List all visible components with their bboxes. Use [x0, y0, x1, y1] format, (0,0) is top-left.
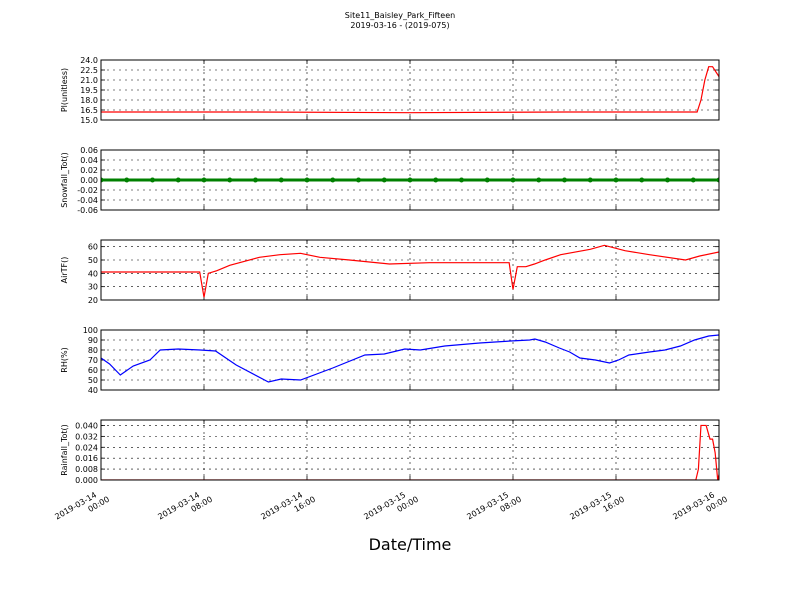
y-tick-label: 19.5 — [80, 86, 98, 95]
y-tick-label: 30 — [88, 283, 98, 292]
data-point — [253, 177, 258, 183]
x-tick-label: 2019-03-1516:00 — [568, 486, 626, 530]
data-point — [484, 177, 490, 183]
y-tick-label: 40 — [88, 269, 98, 278]
axes-frame — [100, 419, 720, 481]
axes-frame — [100, 329, 720, 391]
data-point — [330, 177, 336, 183]
x-tick-label: 2019-03-1416:00 — [259, 486, 317, 530]
y-tick-label: 70 — [88, 356, 98, 365]
data-point — [536, 177, 542, 183]
data-point — [433, 177, 439, 183]
y-tick-label: 0.032 — [75, 432, 98, 441]
y-tick-label: -0.04 — [77, 196, 98, 205]
y-tick-label: 0.02 — [80, 166, 98, 175]
data-point — [227, 177, 233, 183]
y-axis-label: RH(%) — [60, 347, 69, 372]
y-tick-label: 50 — [88, 376, 98, 385]
figure-subtitle: 2019-03-16 - (2019-075) — [350, 21, 449, 30]
data-point — [101, 177, 104, 183]
data-point — [124, 177, 130, 183]
data-point — [587, 177, 593, 183]
plot-area — [101, 66, 719, 114]
y-tick-label: 24.0 — [80, 56, 98, 65]
data-point — [459, 177, 464, 183]
data-point — [356, 177, 361, 183]
y-axis-label: Rainfall_Tot() — [60, 424, 69, 476]
plot-area — [101, 244, 719, 298]
x-axis-label: Date/Time — [369, 535, 452, 554]
y-axis-label: Pl(unitless) — [60, 68, 69, 112]
y-tick-label: 0.016 — [75, 454, 98, 463]
data-point — [716, 177, 719, 183]
y-tick-label: 15.0 — [80, 116, 98, 125]
data-point — [407, 177, 413, 183]
data-point — [562, 177, 567, 183]
plot-area — [101, 424, 719, 480]
data-point — [613, 177, 619, 183]
y-tick-label: 40 — [88, 386, 98, 395]
data-point — [175, 177, 181, 183]
data-point — [150, 177, 155, 183]
y-tick-label: 80 — [88, 346, 98, 355]
axes-frame — [100, 239, 720, 301]
figure-title: Site11_Baisley_Park_Fifteen — [345, 11, 455, 20]
y-tick-label: 0.008 — [75, 465, 98, 474]
y-tick-label: 16.5 — [80, 106, 98, 115]
x-tick-label: 2019-03-1508:00 — [465, 486, 523, 530]
y-tick-label: 0.00 — [80, 176, 98, 185]
data-point — [381, 177, 387, 183]
data-point — [278, 177, 284, 183]
y-tick-label: -0.06 — [77, 206, 98, 215]
axes-frame — [100, 149, 720, 211]
data-line — [101, 334, 719, 383]
data-point — [639, 177, 645, 183]
x-tick-label: 2019-03-1408:00 — [156, 486, 214, 530]
x-tick-label: 2019-03-1400:00 — [53, 486, 111, 530]
y-tick-label: 21.0 — [80, 76, 98, 85]
y-tick-label: 22.5 — [80, 66, 98, 75]
y-tick-label: 90 — [88, 336, 98, 345]
y-tick-label: -0.02 — [77, 186, 98, 195]
y-tick-label: 0.000 — [75, 476, 98, 485]
data-line — [101, 424, 719, 480]
x-tick-label: 2019-03-1500:00 — [362, 486, 420, 530]
y-tick-label: 100 — [83, 326, 98, 335]
y-tick-label: 50 — [88, 256, 98, 265]
axes-frame — [100, 59, 720, 121]
plot-area — [101, 177, 719, 183]
y-axis-label: AirTF() — [60, 257, 69, 284]
data-point — [510, 177, 516, 183]
x-tick-label: 2019-03-1600:00 — [671, 486, 729, 530]
y-tick-label: 18.0 — [80, 96, 98, 105]
data-point — [304, 177, 310, 183]
y-tick-label: 20 — [88, 296, 98, 305]
y-tick-label: 0.040 — [75, 421, 98, 430]
y-axis-label: Snowfall_Tot() — [60, 152, 69, 208]
y-tick-label: 60 — [88, 366, 98, 375]
plot-area — [101, 334, 719, 383]
data-point — [665, 177, 670, 183]
data-line — [101, 244, 719, 298]
y-tick-label: 60 — [88, 243, 98, 252]
y-tick-label: 0.024 — [75, 443, 98, 452]
data-point — [201, 177, 207, 183]
y-tick-label: 0.06 — [80, 146, 98, 155]
data-point — [690, 177, 696, 183]
y-tick-label: 0.04 — [80, 156, 98, 165]
data-line — [101, 66, 719, 114]
